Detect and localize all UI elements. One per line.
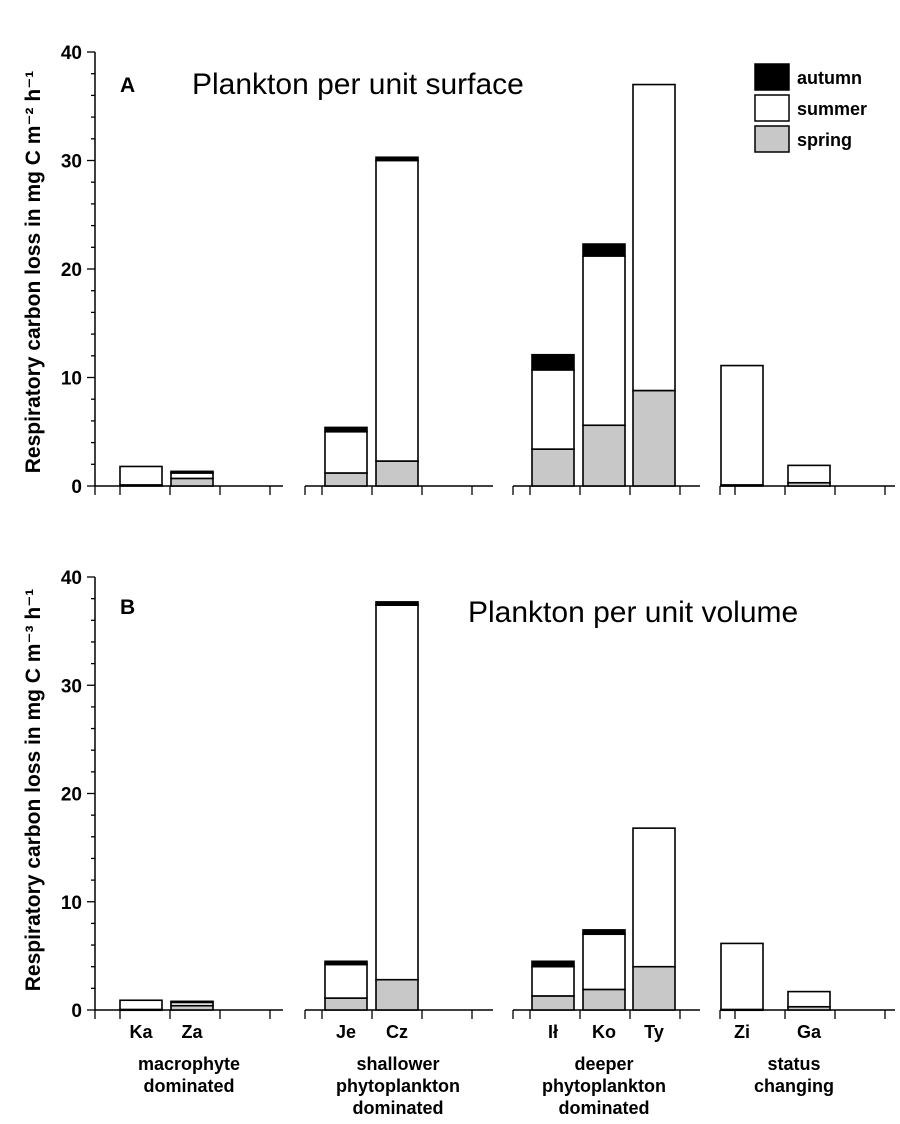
bar-summer-Zi (720, 942, 764, 1011)
bar-summer-Za (170, 472, 214, 480)
bar-summer-Ko (582, 255, 626, 427)
bar-summer-Ty (632, 827, 676, 968)
category-label: Ka (129, 1022, 153, 1042)
group-label: dominated (352, 1098, 443, 1118)
legend-swatch-autumn (754, 63, 790, 91)
panel-a-letter: A (120, 74, 135, 97)
bar-summer-Ka (119, 999, 163, 1011)
bar-summer-Ko (582, 933, 626, 991)
category-label: Ił (548, 1022, 558, 1042)
bar-autumn-Ił (531, 960, 575, 968)
y-tick-label: 30 (61, 152, 82, 173)
group-labels: macrophytedominatedshallowerphytoplankto… (138, 1054, 834, 1118)
category-label: Ko (592, 1022, 616, 1042)
bar-summer-Cz (375, 159, 419, 462)
category-label: Ty (644, 1022, 664, 1042)
bar-autumn-Za (170, 470, 214, 474)
bar-spring-Ty (632, 965, 676, 1011)
panel-b: B Plankton per unit volume Respiratory c… (22, 568, 895, 1118)
bar-autumn-Ił (531, 353, 575, 371)
category-labels: Ka Za Je Cz Ił Ko Ty Zi Ga (129, 1022, 822, 1042)
bar-autumn-Cz (375, 601, 419, 606)
y-tick-label: 20 (61, 260, 82, 281)
panel-b-bars (119, 601, 831, 1012)
panel-a-bars (119, 83, 831, 487)
panel-a-title: Plankton per unit surface (192, 68, 524, 101)
bar-autumn-Ko (582, 243, 626, 257)
group-label: macrophyte (138, 1054, 240, 1074)
bar-summer-Ga (787, 990, 831, 1008)
y-tick-label: 10 (61, 369, 82, 390)
y-tick-label: 40 (61, 568, 82, 589)
bar-summer-Cz (375, 604, 419, 981)
category-label: Ga (797, 1022, 822, 1042)
bar-spring-Ił (531, 448, 575, 487)
bar-spring-Cz (375, 978, 419, 1011)
group-label: deeper (574, 1054, 633, 1074)
bar-summer-Je (324, 963, 368, 999)
bar-spring-Ko (582, 988, 626, 1011)
category-label: Je (336, 1022, 356, 1042)
legend-label-spring: spring (797, 130, 852, 150)
group-label: dominated (143, 1076, 234, 1096)
group-label: phytoplankton (542, 1076, 666, 1096)
bar-autumn-Ko (582, 929, 626, 936)
bar-autumn-Cz (375, 156, 419, 162)
category-label: Za (181, 1022, 203, 1042)
bar-summer-Je (324, 430, 368, 474)
bar-spring-Ko (582, 424, 626, 487)
panel-b-axes: 0 10 20 30 40 (61, 568, 895, 1022)
bar-spring-Za (170, 477, 214, 487)
bar-summer-Ił (531, 369, 575, 450)
group-label: phytoplankton (336, 1076, 460, 1096)
category-label: Cz (386, 1022, 408, 1042)
y-tick-label: 0 (71, 1001, 82, 1022)
panel-a-ylabel: Respiratory carbon loss in mg C m⁻² h⁻¹ (22, 71, 45, 474)
bar-summer-Ka (119, 465, 163, 486)
panel-a: A Plankton per unit surface Respiratory … (22, 43, 895, 498)
bar-autumn-Je (324, 960, 368, 966)
y-tick-label: 40 (61, 43, 82, 64)
bar-spring-Ty (632, 389, 676, 487)
bar-spring-Ił (531, 995, 575, 1011)
panel-b-ylabel: Respiratory carbon loss in mg C m⁻³ h⁻¹ (22, 589, 45, 992)
group-label: status (767, 1054, 820, 1074)
bar-summer-Ił (531, 965, 575, 997)
legend: autumn summer spring (754, 63, 867, 153)
bar-summer-Ga (787, 464, 831, 484)
legend-label-autumn: autumn (797, 68, 862, 88)
legend-label-summer: summer (797, 99, 867, 119)
bar-autumn-Za (170, 1000, 214, 1004)
y-tick-label: 10 (61, 893, 82, 914)
category-label: Zi (734, 1022, 750, 1042)
group-label: changing (754, 1076, 834, 1096)
panel-b-title: Plankton per unit volume (468, 596, 798, 629)
group-label: shallower (356, 1054, 439, 1074)
bar-autumn-Je (324, 426, 368, 433)
bar-spring-Je (324, 997, 368, 1011)
y-tick-label: 0 (71, 477, 82, 498)
bar-summer-Zi (720, 364, 764, 486)
y-tick-label: 20 (61, 785, 82, 806)
y-tick-label: 30 (61, 676, 82, 697)
panel-b-letter: B (120, 596, 135, 619)
bar-spring-Je (324, 472, 368, 487)
legend-swatch-summer (754, 94, 790, 122)
group-label: dominated (558, 1098, 649, 1118)
legend-swatch-spring (754, 125, 790, 153)
bar-summer-Ty (632, 83, 676, 392)
bar-spring-Cz (375, 460, 419, 487)
